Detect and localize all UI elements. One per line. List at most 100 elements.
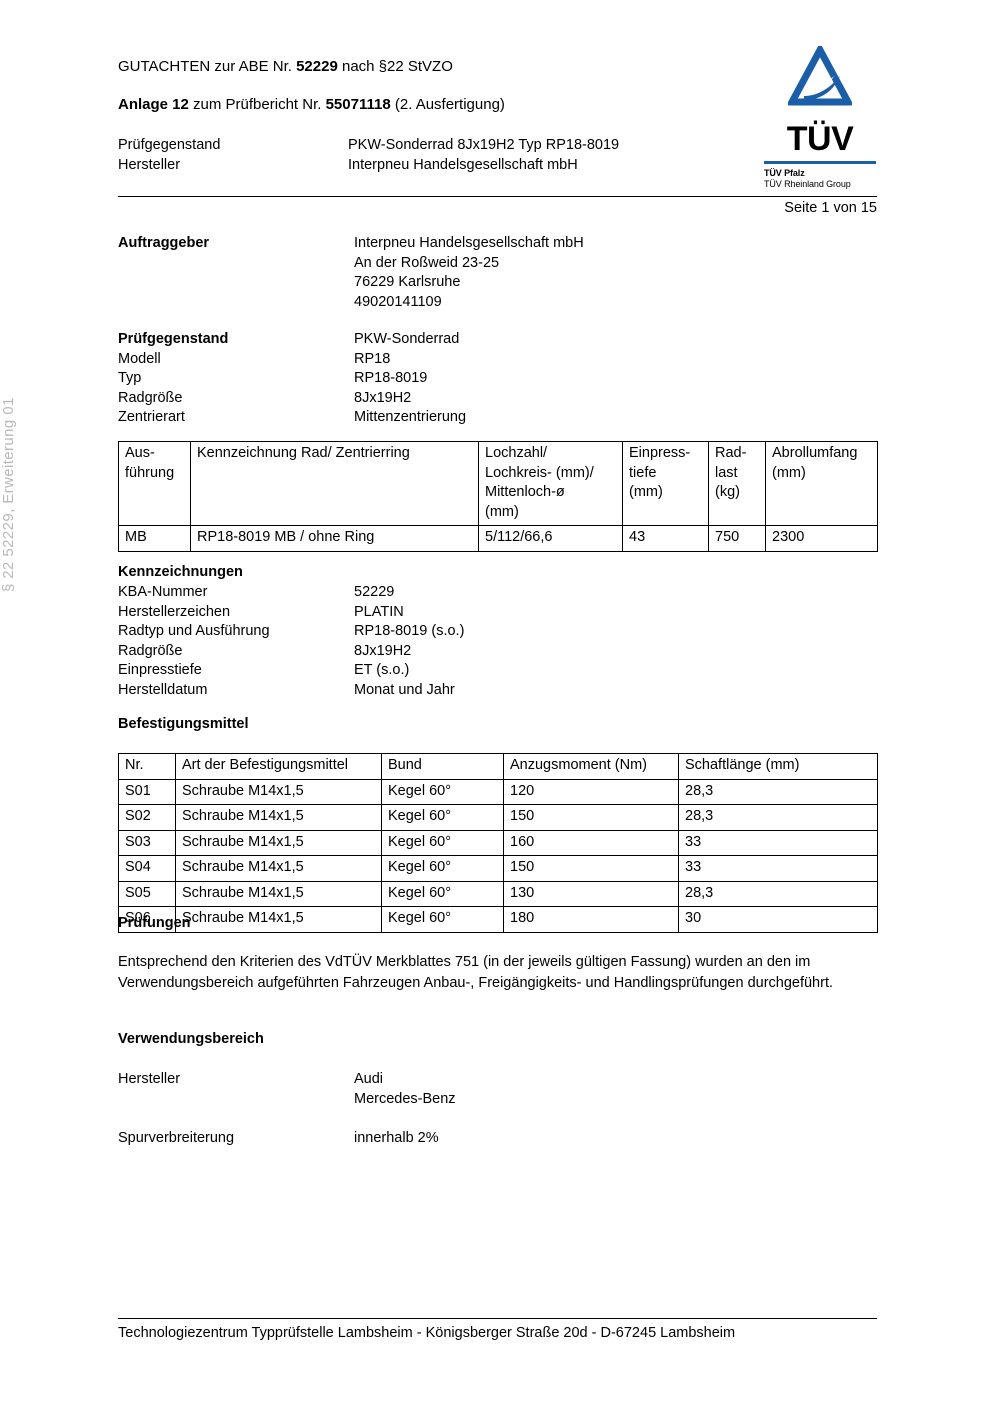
object-block: Prüfgegenstand PKW-Sonderrad Modell RP18… bbox=[118, 330, 466, 428]
fasteners-table-cell-4: 28,3 bbox=[678, 804, 878, 831]
report-abe-number: 52229 bbox=[296, 58, 338, 75]
fasteners-table-cell-4: 33 bbox=[678, 855, 878, 882]
fasteners-table-cell-2: Kegel 60° bbox=[381, 855, 504, 882]
fasteners-table-header-cell-2: Bund bbox=[381, 753, 504, 780]
markings-value-1: PLATIN bbox=[354, 603, 404, 620]
tuv-logo-sub-line1: TÜV Pfalz bbox=[764, 168, 805, 178]
table-row: MB RP18-8019 MB / ohne Ring 5/112/66,6 43 75… bbox=[118, 525, 878, 552]
markings-row: KBA-Nummer 52229 bbox=[118, 583, 464, 603]
wheel-table-header-cell-1: Kennzeichnung Rad/ Zentrierring bbox=[190, 441, 479, 526]
tuv-logo-rule bbox=[764, 161, 876, 164]
tuv-triangle-icon bbox=[786, 42, 854, 114]
fasteners-table-cell-0: S04 bbox=[118, 855, 176, 882]
header-object-block: Prüfgegenstand PKW-Sonderrad 8Jx19H2 Typ… bbox=[118, 136, 619, 175]
markings-value-2: RP18-8019 (s.o.) bbox=[354, 623, 465, 639]
report-number: 55071118 bbox=[325, 96, 391, 113]
tests-paragraph: Entsprechend den Kriterien des VdTÜV Mer… bbox=[118, 954, 834, 991]
application-heading: Verwendungsbereich bbox=[118, 1031, 264, 1047]
fasteners-table-cell-3: 150 bbox=[503, 855, 679, 882]
fasteners-table-header-cell-1: Art der Befestigungsmittel bbox=[175, 753, 382, 780]
table-row: S02 Schraube M14x1,5 Kegel 60° 150 28,3 bbox=[118, 804, 878, 831]
footer-divider bbox=[118, 1318, 877, 1319]
object-heading-row: Prüfgegenstand PKW-Sonderrad bbox=[118, 330, 466, 350]
header-maker-row: Hersteller Interpneu Handelsgesellschaft… bbox=[118, 156, 619, 176]
markings-row: Herstelldatum Monat und Jahr bbox=[118, 681, 464, 701]
fasteners-table-cell-1: Schraube M14x1,5 bbox=[175, 855, 382, 882]
application-maker-value-1: Audi bbox=[354, 1071, 384, 1087]
object-row: Modell RP18 bbox=[118, 350, 466, 370]
fasteners-table-cell-1: Schraube M14x1,5 bbox=[175, 906, 382, 933]
annex-suffix: (2. Ausfertigung) bbox=[390, 96, 505, 113]
client-street-row: An der Roßweid 23-25 bbox=[118, 254, 584, 274]
fasteners-table-cell-2: Kegel 60° bbox=[381, 880, 504, 907]
tuv-logo: TÜV TÜV Pfalz TÜV Rheinland Group bbox=[756, 42, 884, 189]
fasteners-table-cell-4: 28,3 bbox=[678, 778, 878, 805]
fasteners-table-cell-1: Schraube M14x1,5 bbox=[175, 829, 382, 856]
fasteners-table: Nr. Art der Befestigungsmittel Bund Anzugsm… bbox=[118, 753, 878, 933]
tests-heading: Prüfungen bbox=[118, 915, 191, 931]
fasteners-table-cell-3: 150 bbox=[503, 804, 679, 831]
wheel-table-cell-2: 5/112/66,6 bbox=[478, 525, 623, 552]
object-row: Zentrierart Mittenzentrierung bbox=[118, 408, 466, 428]
table-header-row: Aus- führung Kennzeichnung Rad/ Zentrierr… bbox=[118, 441, 878, 526]
markings-label-0: KBA-Nummer bbox=[118, 584, 208, 600]
margin-stamp: § 22 52229, Erweiterung 01 bbox=[0, 397, 17, 592]
object-value-0: RP18 bbox=[354, 350, 391, 367]
annex-mid: zum Prüfbericht Nr. bbox=[188, 96, 326, 113]
fasteners-table-cell-2: Kegel 60° bbox=[381, 778, 504, 805]
fasteners-table-cell-1: Schraube M14x1,5 bbox=[175, 778, 382, 805]
application-maker-label: Hersteller bbox=[118, 1071, 181, 1087]
client-city: 76229 Karlsruhe bbox=[354, 274, 461, 290]
header-object-row: Prüfgegenstand PKW-Sonderrad 8Jx19H2 Typ… bbox=[118, 136, 619, 156]
markings-label-3: Radgröße bbox=[118, 642, 183, 659]
wheel-table-header-cell-2: Lochzahl/ Lochkreis- (mm)/ Mittenloch-ø … bbox=[478, 441, 623, 526]
header-divider bbox=[118, 196, 877, 197]
markings-label-1: Herstellerzeichen bbox=[118, 603, 231, 620]
client-spacer-1 bbox=[118, 254, 354, 274]
markings-value-3: 8Jx19H2 bbox=[354, 642, 412, 659]
wheel-table-cell-0: MB bbox=[118, 525, 191, 552]
fasteners-heading: Befestigungsmittel bbox=[118, 716, 249, 732]
table-row: S01 Schraube M14x1,5 Kegel 60° 120 28,3 bbox=[118, 778, 878, 805]
client-block: Auftraggeber Interpneu Handelsgesellscha… bbox=[118, 234, 584, 312]
object-label-3: Zentrierart bbox=[118, 409, 185, 425]
markings-value-0: 52229 bbox=[354, 584, 395, 600]
object-label-2: Radgröße bbox=[118, 389, 183, 406]
fasteners-table-header-cell-4: Schaftlänge (mm) bbox=[678, 753, 878, 780]
fasteners-table-header-cell-3: Anzugsmoment (Nm) bbox=[503, 753, 679, 780]
fasteners-table-cell-2: Kegel 60° bbox=[381, 829, 504, 856]
fasteners-table-cell-4: 30 bbox=[678, 906, 878, 933]
wheel-table-header-cell-3: Einpress- tiefe (mm) bbox=[622, 441, 709, 526]
header-object-label: Prüfgegenstand bbox=[118, 137, 221, 153]
wheel-table-header-cell-5: Abrollumfang (mm) bbox=[765, 441, 878, 526]
fasteners-table-cell-3: 130 bbox=[503, 880, 679, 907]
footer-address: Technologiezentrum Typprüfstelle Lambshe… bbox=[118, 1325, 736, 1341]
tuv-wordmark: TÜV bbox=[786, 120, 854, 158]
client-name: Interpneu Handelsgesellschaft mbH bbox=[354, 235, 584, 251]
application-maker-value-2: Mercedes-Benz bbox=[354, 1090, 456, 1107]
object-label-0: Modell bbox=[118, 350, 161, 367]
fasteners-table-cell-1: Schraube M14x1,5 bbox=[175, 880, 382, 907]
fasteners-table-header-cell-0: Nr. bbox=[118, 753, 176, 780]
client-heading-row: Auftraggeber Interpneu Handelsgesellscha… bbox=[118, 234, 584, 254]
fasteners-table-cell-0: S06 bbox=[118, 906, 176, 933]
table-row: S04 Schraube M14x1,5 Kegel 60° 150 33 bbox=[118, 855, 878, 882]
object-heading-value: PKW-Sonderrad bbox=[354, 331, 460, 347]
application-track-label: Spurverbreiterung bbox=[118, 1130, 235, 1146]
page-number: Seite 1 von 15 bbox=[784, 200, 877, 216]
table-row: S03 Schraube M14x1,5 Kegel 60° 160 33 bbox=[118, 829, 878, 856]
object-heading: Prüfgegenstand bbox=[118, 331, 229, 347]
wheel-table-header-cell-0: Aus- führung bbox=[118, 441, 191, 526]
markings-row: Radgröße 8Jx19H2 bbox=[118, 642, 464, 662]
application-maker-row-2: Mercedes-Benz bbox=[118, 1090, 456, 1110]
fasteners-table-cell-3: 180 bbox=[503, 906, 679, 933]
annex-label: Anlage 12 bbox=[118, 96, 189, 113]
markings-row: Herstellerzeichen PLATIN bbox=[118, 603, 464, 623]
fasteners-table-cell-4: 28,3 bbox=[678, 880, 878, 907]
markings-label-2: Radtyp und Ausführung bbox=[118, 623, 270, 639]
markings-value-5: Monat und Jahr bbox=[354, 681, 455, 698]
tuv-logo-sub-line2: TÜV Rheinland Group bbox=[764, 178, 851, 189]
fasteners-table-cell-0: S01 bbox=[118, 778, 176, 805]
header-object-value: PKW-Sonderrad 8Jx19H2 Typ RP18-8019 bbox=[348, 137, 620, 153]
